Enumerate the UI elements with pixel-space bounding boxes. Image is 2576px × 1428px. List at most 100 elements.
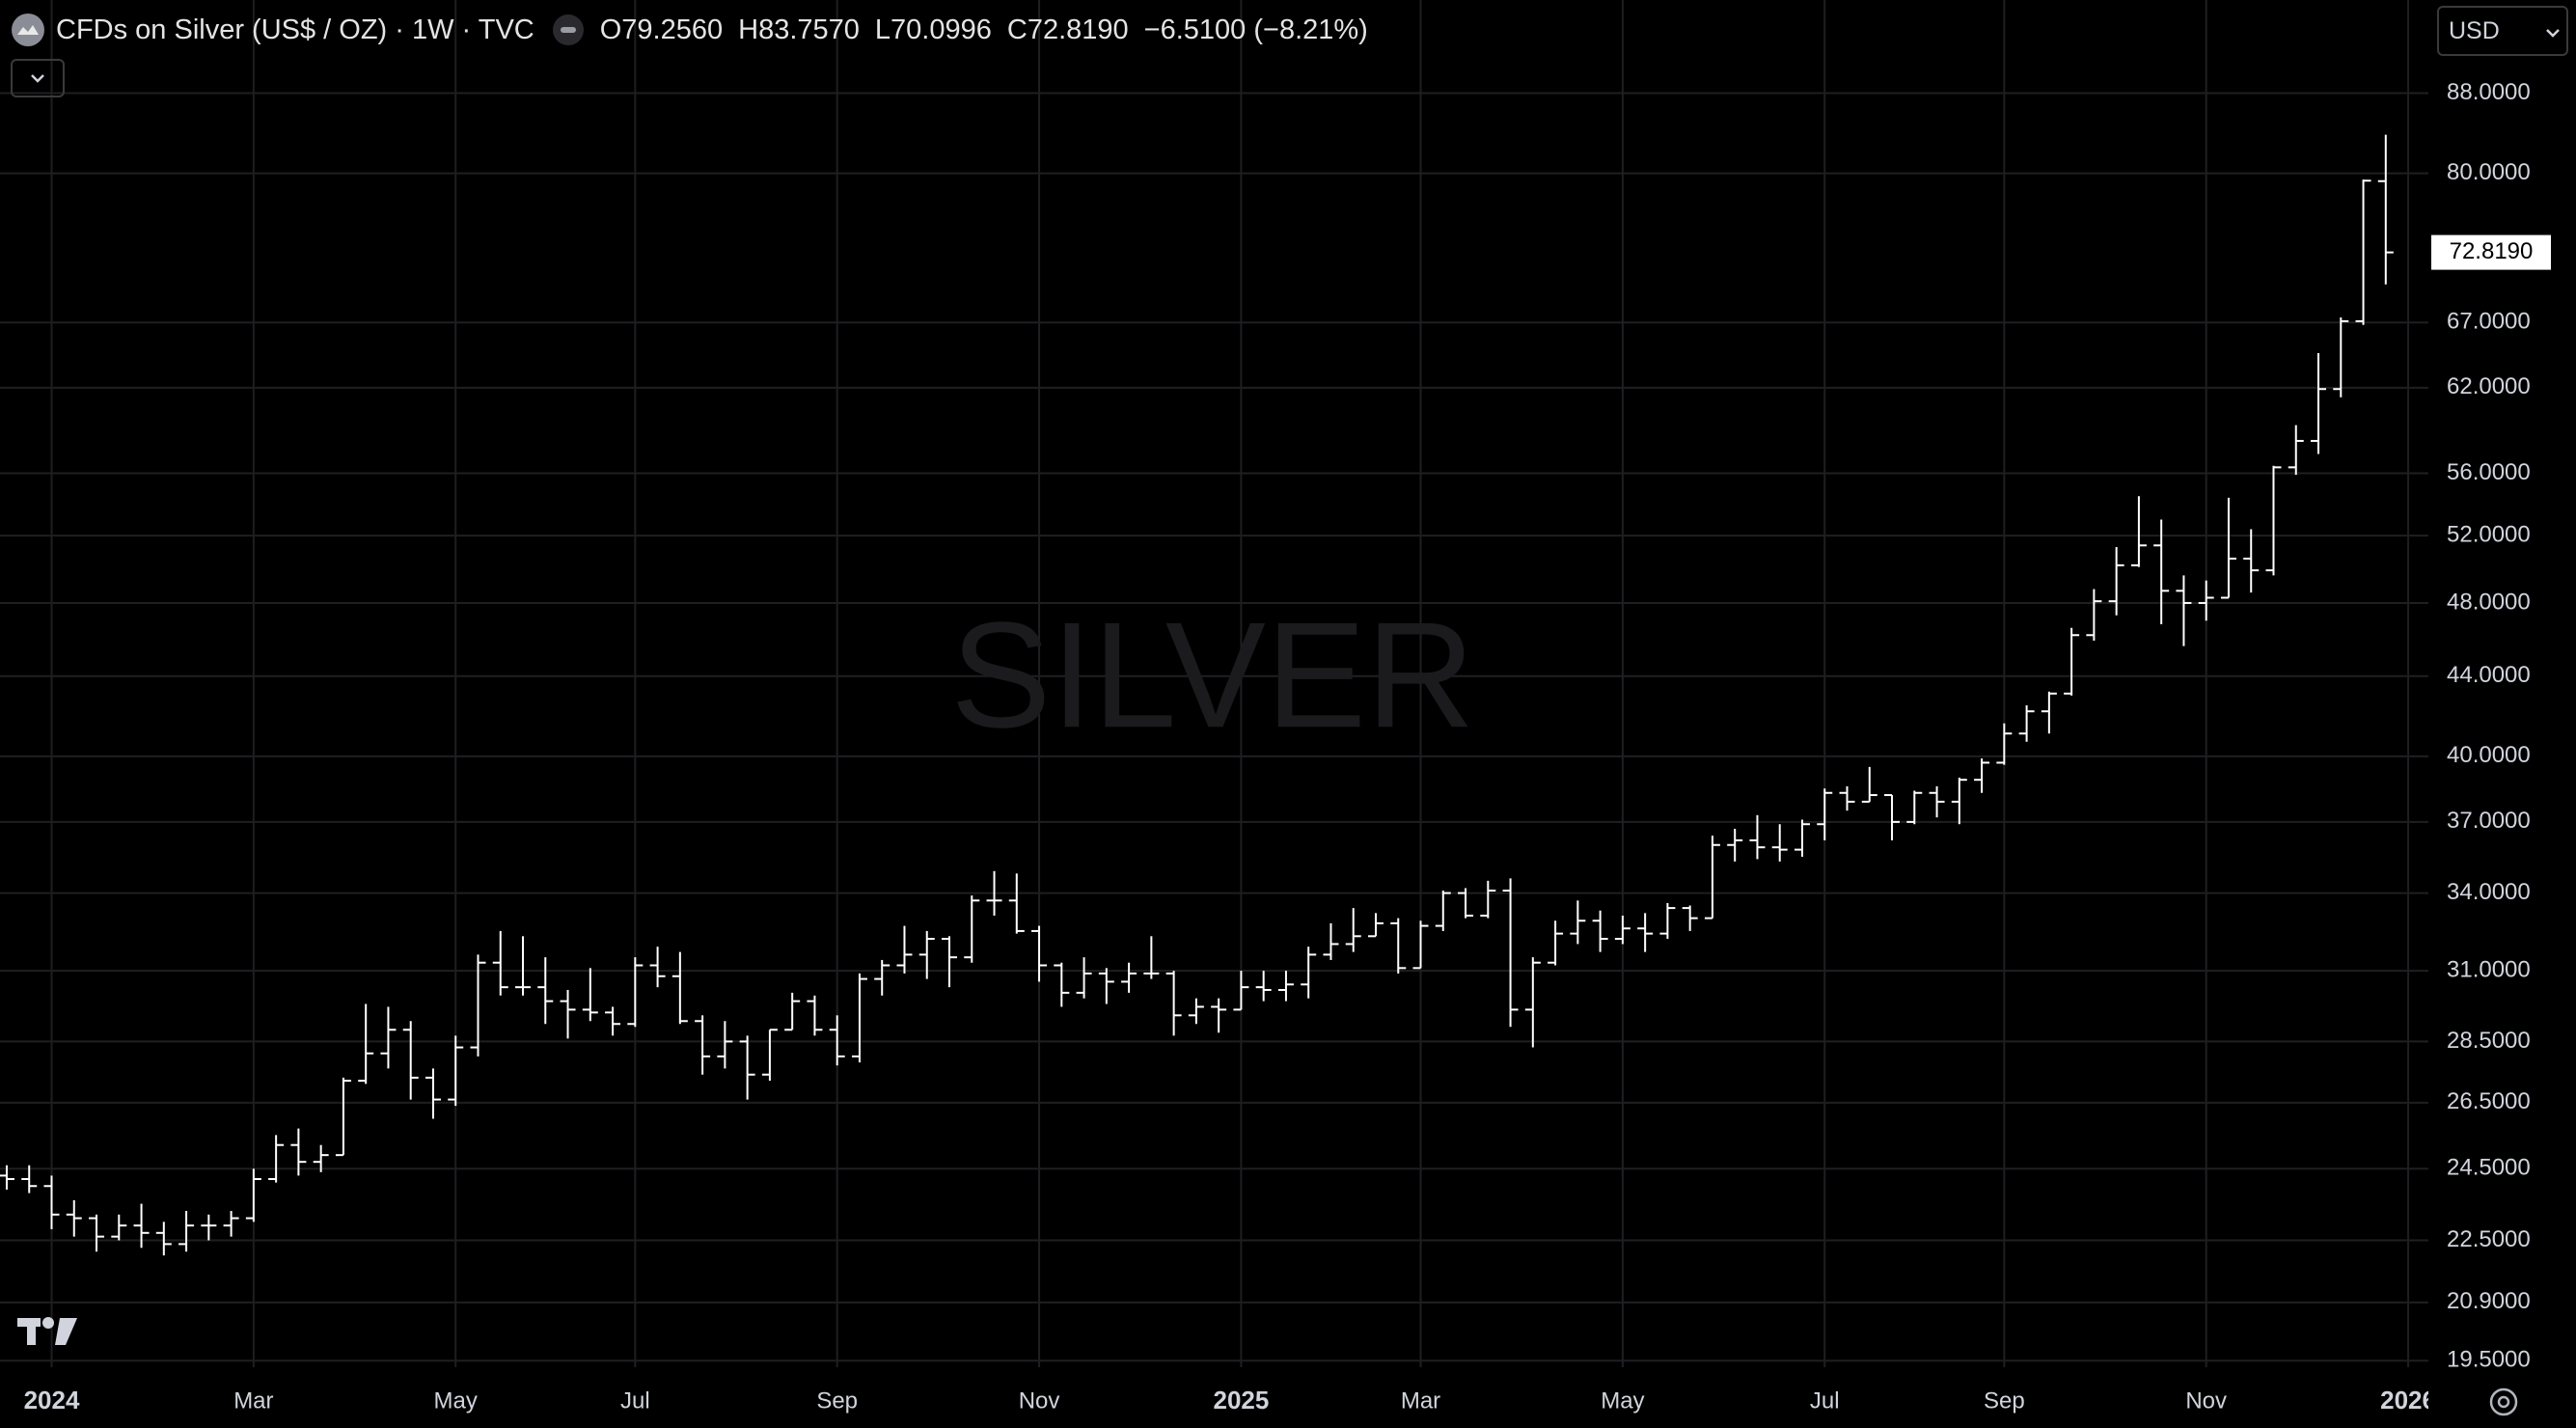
ohlc-bar xyxy=(1458,888,1474,919)
ohlc-bar xyxy=(2064,627,2080,696)
ohlc-bar xyxy=(1906,790,1923,825)
x-tick-label: May xyxy=(434,1387,478,1414)
ohlc-bar xyxy=(1794,819,1810,857)
ohlc-bar xyxy=(2086,589,2102,641)
ohlc-label: O xyxy=(599,14,622,45)
ohlc-bar xyxy=(537,957,554,1025)
ohlc-value: 79.2560 xyxy=(621,14,724,45)
ohlc-bar xyxy=(1929,785,1945,818)
x-tick-label: Sep xyxy=(816,1387,858,1414)
ohlc-bar xyxy=(627,957,644,1028)
ohlc-bar xyxy=(448,1035,464,1107)
bars: 2024 Mar May Jul Sep Nov 2025 Mar May Jul Sep Nov 20… xyxy=(0,134,2436,1414)
ohlc-bar xyxy=(2176,575,2192,646)
price-axis xyxy=(2428,0,2576,1428)
status-mark xyxy=(560,27,576,33)
ohlc-bar xyxy=(1727,828,1743,862)
last-price-label: 72.8190 xyxy=(2450,238,2534,264)
ohlc-bar xyxy=(896,925,913,974)
ohlc-bar xyxy=(268,1135,285,1183)
ohlc-bar xyxy=(223,1211,239,1237)
ohlc-bar xyxy=(2108,546,2124,616)
ohlc-bar xyxy=(2377,134,2394,285)
ohlc-bar xyxy=(515,936,532,996)
ohlc-bar xyxy=(66,1199,82,1237)
y-tick-label: 20.9000 xyxy=(2447,1288,2531,1314)
y-tick-label: 34.0000 xyxy=(2447,879,2531,905)
y-tick-label: 37.0000 xyxy=(2447,808,2531,834)
ohlc-bar xyxy=(1817,788,1833,840)
ohlc-bar xyxy=(1301,947,1317,999)
change: −6.5100 (−8.21%) xyxy=(1143,14,1368,45)
ohlc-bar xyxy=(1996,723,2013,765)
x-tick-label: Mar xyxy=(233,1387,273,1414)
currency-select[interactable]: USD xyxy=(2437,6,2568,56)
ohlc-bar xyxy=(1367,913,1384,938)
ohlc-bar xyxy=(560,990,576,1039)
currency[interactable]: USD xyxy=(2449,16,2500,44)
grid xyxy=(0,0,2428,1367)
ohlc-bar xyxy=(492,930,508,996)
ohlc-bar xyxy=(178,1211,195,1252)
chevron[interactable] xyxy=(13,61,63,96)
ohlc-bar xyxy=(1592,910,1608,952)
ohlc-bar xyxy=(1188,998,1204,1025)
ohlc-bar xyxy=(874,959,891,996)
ohlc-bar xyxy=(2198,580,2214,621)
ohlc-bar xyxy=(605,1006,621,1036)
last-price-tag xyxy=(2431,234,2551,270)
ohlc-bar xyxy=(470,954,486,1057)
ohlc-label: C xyxy=(1006,14,1028,45)
x-tick-label: Sep xyxy=(1984,1387,2025,1414)
ohlc-bar xyxy=(671,951,688,1025)
y-tick-label: 19.5000 xyxy=(2447,1347,2531,1373)
ohlc-bar xyxy=(1704,836,1720,920)
y-tick-label: 40.0000 xyxy=(2447,742,2531,768)
logo xyxy=(17,1317,77,1345)
collapse-button[interactable] xyxy=(11,59,65,97)
y-tick-label: 67.0000 xyxy=(2447,309,2531,335)
ohlc-bar xyxy=(1548,920,1564,966)
ohlc-bar xyxy=(21,1165,38,1194)
settings-button[interactable] xyxy=(2489,1387,2518,1416)
ohlc-bar xyxy=(649,947,666,988)
ohlc-bar xyxy=(829,1015,845,1066)
gear-inner[interactable] xyxy=(2497,1395,2510,1409)
y-tick-label: 88.0000 xyxy=(2447,79,2531,105)
ohlc-bar xyxy=(402,1021,419,1100)
legend: CFDs on Silver (US$ / OZ) · 1W · TVC O79… xyxy=(10,10,1368,50)
ohlc-bar xyxy=(918,930,935,979)
x-tick-label: 2025 xyxy=(1213,1386,1269,1414)
ohlc-bar xyxy=(761,1029,778,1082)
ohlc-bar xyxy=(1255,971,1272,1002)
ohlc-value: 72.8190 xyxy=(1027,14,1129,45)
ohlc-bar xyxy=(784,992,801,1031)
ohlc-bar xyxy=(1076,957,1092,999)
status-icon xyxy=(552,14,584,45)
dropdown-arrow[interactable] xyxy=(2543,23,2562,42)
x-tick-label: Nov xyxy=(1019,1387,1060,1414)
x-tick-label: Jul xyxy=(1810,1387,1840,1414)
x-tick-label: May xyxy=(1601,1387,1644,1414)
ohlc-bar xyxy=(2288,425,2304,476)
ohlc-bar xyxy=(1031,925,1048,982)
arrow-path[interactable] xyxy=(2546,29,2560,38)
ohlc-bar xyxy=(313,1144,329,1172)
ohlc-bar xyxy=(1143,936,1160,979)
ohlc-bar xyxy=(2220,497,2236,599)
x-tick-label: Jul xyxy=(620,1387,650,1414)
y-tick-label: 56.0000 xyxy=(2447,459,2531,485)
chevron-path[interactable] xyxy=(31,74,44,83)
ohlc-bar xyxy=(0,1165,14,1190)
ohlc-bar xyxy=(1008,873,1025,934)
ohlc-bar xyxy=(851,973,867,1063)
gear-outer[interactable] xyxy=(2489,1387,2518,1416)
chart-title: CFDs on Silver (US$ / OZ) · 1W · TVC xyxy=(56,14,534,45)
ohlc-bar xyxy=(1435,891,1451,931)
ohlc-bar xyxy=(245,1168,261,1222)
ohlc-bar xyxy=(290,1128,307,1176)
y-tick-label: 52.0000 xyxy=(2447,522,2531,548)
